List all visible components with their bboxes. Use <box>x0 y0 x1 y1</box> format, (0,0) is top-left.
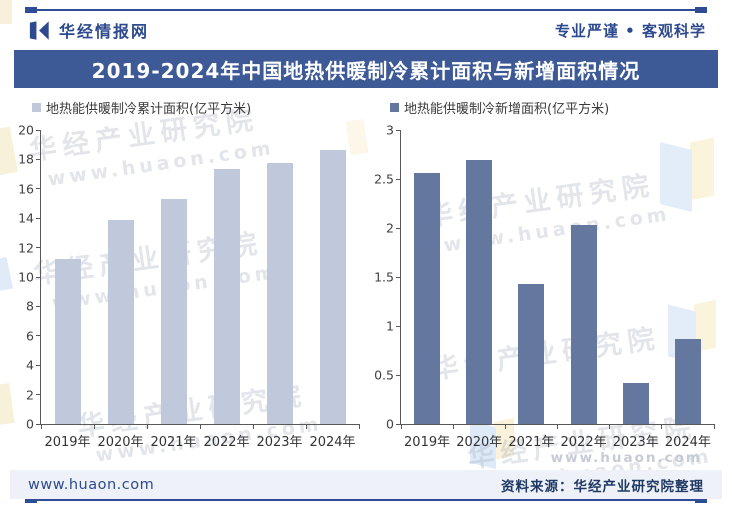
y-tick-label: 10 <box>18 269 34 285</box>
y-tick-label: 2.5 <box>374 171 394 187</box>
bar <box>518 283 545 424</box>
bar <box>160 198 187 424</box>
bar <box>414 173 441 424</box>
y-tick-label: 20 <box>18 122 34 138</box>
y-tick-mark <box>36 276 41 278</box>
y-tick-label: 18 <box>18 151 34 167</box>
x-tick-label: 2022年 <box>203 435 250 450</box>
y-tick-mark <box>36 158 41 160</box>
x-tick-label: 2023年 <box>256 435 303 450</box>
bottom-divider <box>25 497 707 503</box>
bar <box>319 150 346 424</box>
y-tick-mark <box>396 423 401 425</box>
y-tick-mark <box>396 325 401 327</box>
footer-site-url: www.huaon.com <box>28 476 155 493</box>
cumulative-area-chart: 地热能供暖制冷累计面积(亿平方米) 0 2 4 6 8 10 12 14 16 18 20 2019年… <box>0 96 366 468</box>
x-tick-mark <box>305 424 307 429</box>
y-tick-label: 14 <box>18 210 34 226</box>
y-tick-label: 0 <box>26 416 34 432</box>
x-tick-mark <box>504 424 506 429</box>
y-tick-label: 12 <box>18 240 34 256</box>
y-tick-mark <box>36 364 41 366</box>
x-tick-mark <box>452 424 454 429</box>
x-tick-mark <box>713 424 715 429</box>
x-tick-label: 2020年 <box>456 435 503 450</box>
x-tick-mark <box>40 424 42 429</box>
bar <box>54 259 81 424</box>
footer: www.huaon.com 资料来源：华经产业研究院整理 <box>10 470 722 499</box>
title-bar: 2019-2024年中国地热供暖制冷累计面积与新增面积情况 <box>14 50 718 88</box>
y-tick-mark <box>396 178 401 180</box>
y-tick-label: 16 <box>18 181 34 197</box>
legend-cumulative: 地热能供暖制冷累计面积(亿平方米) <box>32 98 251 117</box>
x-tick-label: 2024年 <box>664 435 711 450</box>
y-tick-mark <box>36 217 41 219</box>
legend-new: 地热能供暖制冷新增面积(亿平方米) <box>390 98 609 117</box>
legend-label-cumulative: 地热能供暖制冷累计面积(亿平方米) <box>46 102 252 117</box>
huajing-logo-icon <box>29 20 49 40</box>
legend-label-new: 地热能供暖制冷新增面积(亿平方米) <box>404 102 610 117</box>
y-tick-label: 0.5 <box>374 367 394 383</box>
x-tick-label: 2020年 <box>97 435 144 450</box>
y-tick-mark <box>396 227 401 229</box>
page-title: 2019-2024年中国地热供暖制冷累计面积与新增面积情况 <box>91 58 641 83</box>
x-tick-label: 2021年 <box>150 435 197 450</box>
x-tick-label: 2019年 <box>44 435 91 450</box>
bar <box>466 160 493 424</box>
top-divider <box>25 7 707 13</box>
y-tick-mark <box>396 374 401 376</box>
y-tick-label: 1 <box>386 318 394 334</box>
y-tick-mark <box>36 247 41 249</box>
y-tick-mark <box>36 394 41 396</box>
y-tick-mark <box>36 129 41 131</box>
x-tick-mark <box>199 424 201 429</box>
y-tick-mark <box>36 335 41 337</box>
brand-name: 华经情报网 <box>59 22 150 41</box>
x-tick-mark <box>93 424 95 429</box>
x-tick-mark <box>661 424 663 429</box>
x-tick-label: 2022年 <box>560 435 607 450</box>
x-tick-label: 2024年 <box>309 435 356 450</box>
y-tick-label: 2 <box>26 387 34 403</box>
brand: 华经情报网 <box>28 18 149 42</box>
watermark-shape <box>0 0 12 24</box>
y-tick-mark <box>396 129 401 131</box>
y-tick-label: 6 <box>26 328 34 344</box>
new-plot-area: 0 0.5 1 1.5 2 2.5 3 2019年 2020年 2021年 2022年 2023年 20… <box>374 123 715 450</box>
footer-source-note: 资料来源：华经产业研究院整理 <box>501 478 704 495</box>
x-tick-mark <box>146 424 148 429</box>
x-tick-label: 2019年 <box>404 435 451 450</box>
y-tick-label: 4 <box>26 357 34 373</box>
y-tick-mark <box>396 276 401 278</box>
bar <box>107 219 134 424</box>
x-tick-mark <box>358 424 360 429</box>
y-tick-label: 8 <box>26 298 34 314</box>
x-tick-label: 2021年 <box>508 435 555 450</box>
x-tick-mark <box>557 424 558 429</box>
bar <box>570 225 597 424</box>
y-tick-mark <box>36 305 41 307</box>
legend-swatch-cumulative <box>32 103 41 112</box>
x-tick-label: 2023年 <box>612 435 659 450</box>
watermark-url: www.huaon.com <box>550 450 702 466</box>
cumulative-plot-area: 0 2 4 6 8 10 12 14 16 18 20 2019年 2020年 2021年 2022年 202… <box>18 123 360 450</box>
x-tick-mark <box>400 424 402 429</box>
y-tick-mark <box>36 423 41 425</box>
bar <box>266 162 293 424</box>
new-area-chart: 地热能供暖制冷新增面积(亿平方米) 0 0.5 1 1.5 2 2.5 3 2019年 2020… <box>366 96 732 468</box>
y-tick-label: 0 <box>386 416 394 432</box>
y-tick-label: 3 <box>386 122 394 138</box>
y-tick-label: 1.5 <box>374 269 394 285</box>
y-tick-mark <box>36 188 41 190</box>
legend-swatch-new <box>390 103 399 112</box>
x-tick-mark <box>609 424 611 429</box>
header-slogan: 专业严谨 • 客观科学 <box>554 21 706 40</box>
bar <box>674 338 701 424</box>
y-tick-label: 2 <box>386 220 394 236</box>
bar <box>622 382 649 424</box>
bar <box>213 168 240 424</box>
x-tick-mark <box>252 424 254 429</box>
header: 华经情报网 专业严谨 • 客观科学 <box>28 17 706 43</box>
